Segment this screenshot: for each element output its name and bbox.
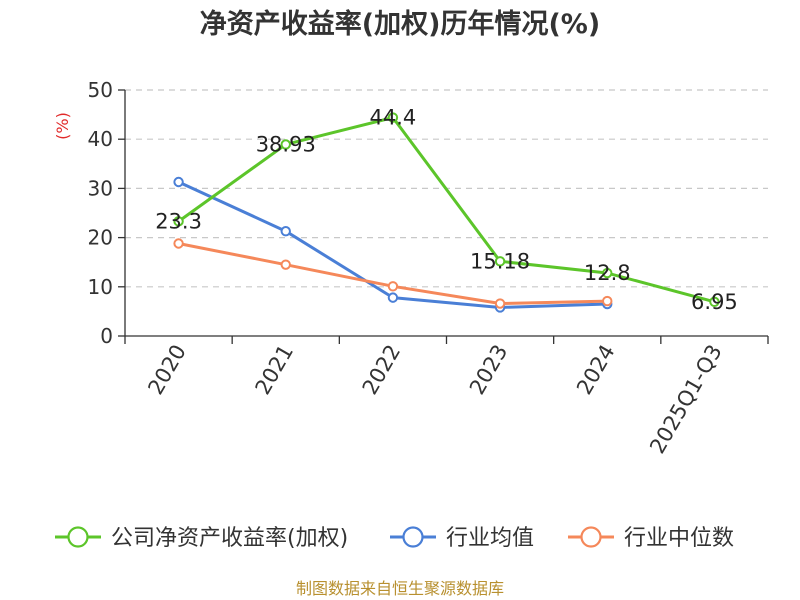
legend-label: 公司净资产收益率(加权) — [111, 526, 348, 551]
x-tick-label: 2021 — [251, 341, 299, 399]
data-label: 44.4 — [370, 106, 417, 130]
data-point — [602, 267, 613, 279]
y-tick-label: 0 — [100, 324, 113, 348]
data-point — [173, 176, 184, 188]
series-line — [177, 116, 715, 304]
data-point — [280, 259, 291, 270]
data-label: 12.8 — [584, 261, 631, 285]
legend-item[interactable]: 行业均值 — [390, 526, 534, 551]
x-tick-label: 2024 — [572, 341, 620, 399]
y-tick-label: 20 — [88, 226, 113, 250]
data-point — [280, 226, 291, 237]
x-tick-label: 2020 — [143, 341, 191, 399]
data-label: 6.95 — [691, 290, 738, 314]
data-label: 38.93 — [256, 132, 316, 156]
legend-marker — [402, 526, 424, 548]
legend-label: 行业中位数 — [624, 526, 734, 551]
data-point — [387, 112, 399, 123]
y-tick-label: 30 — [88, 176, 113, 200]
series-lines — [173, 112, 720, 313]
legend-marker — [67, 526, 89, 548]
data-point — [387, 292, 399, 303]
legend-label: 行业均值 — [446, 526, 534, 551]
y-tick-label: 10 — [88, 275, 113, 299]
data-labels: 23.3 38.93 44.4 15.18 12.8 6.95 — [155, 106, 738, 314]
legend-marker — [580, 526, 602, 548]
y-tick-label: 50 — [88, 78, 113, 102]
data-point — [387, 281, 399, 292]
data-point — [494, 298, 506, 309]
data-point — [602, 295, 613, 307]
chart-title: 净资产收益率(加权)历年情况(%) — [200, 8, 600, 40]
legend-item[interactable]: 公司净资产收益率(加权) — [55, 526, 348, 551]
data-point — [173, 216, 184, 227]
y-tick-label: 40 — [88, 127, 113, 151]
y-axis-label: (%) — [53, 112, 72, 140]
data-point — [494, 256, 506, 267]
data-point — [173, 238, 184, 249]
x-tick-label: 2025Q1-Q3 — [645, 341, 727, 458]
x-tick-label: 2022 — [358, 341, 406, 399]
legend: 公司净资产收益率(加权) 行业均值 行业中位数 — [55, 526, 734, 551]
legend-item[interactable]: 行业中位数 — [568, 526, 734, 551]
data-label: 15.18 — [470, 249, 530, 273]
x-tick-label: 2023 — [465, 341, 513, 399]
axes: 0 10 20 30 40 50 2020 2021 2022 2023 2024 2025Q1-Q3 — [88, 78, 769, 458]
data-point — [709, 296, 720, 308]
source-note: 制图数据来自恒生聚源数据库 — [296, 579, 504, 598]
data-point — [280, 139, 291, 150]
data-label: 23.3 — [155, 209, 202, 233]
